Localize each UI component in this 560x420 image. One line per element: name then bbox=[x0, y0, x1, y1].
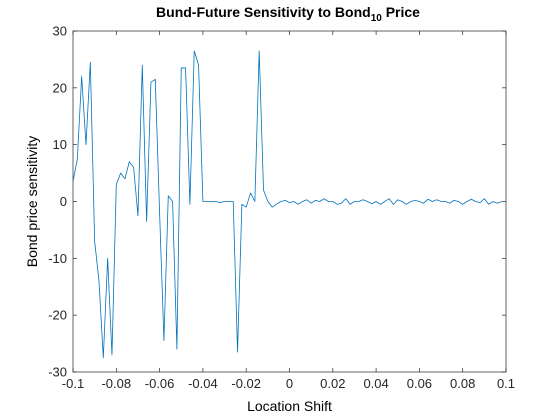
x-tick-label: -0.02 bbox=[231, 376, 261, 391]
x-tick-label: 0.02 bbox=[320, 376, 345, 391]
chart-title-text: Bund-Future Sensitivity to Bond bbox=[156, 4, 371, 20]
y-tick-label: 0 bbox=[60, 194, 67, 209]
chart-title-suffix: Price bbox=[382, 4, 420, 20]
axis-tick-labels: -0.1 -0.08 -0.06 -0.04 -0.02 0 0.02 0.04 0.06 0.0… bbox=[48, 24, 515, 392]
x-tick-label: 0.06 bbox=[407, 376, 432, 391]
y-tick-label: -10 bbox=[48, 251, 67, 266]
x-tick-label: 0.04 bbox=[363, 376, 388, 391]
x-tick-label: -0.04 bbox=[188, 376, 218, 391]
x-axis-label: Location Shift bbox=[247, 398, 332, 414]
y-tick-label: 20 bbox=[53, 80, 67, 95]
y-tick-label: -30 bbox=[48, 365, 67, 380]
x-tick-label: -0.06 bbox=[145, 376, 175, 391]
x-tick-label: 0.08 bbox=[450, 376, 475, 391]
y-tick-label: 10 bbox=[53, 137, 67, 152]
x-tick-label: -0.1 bbox=[62, 376, 84, 391]
x-tick-label: 0.1 bbox=[497, 376, 515, 391]
chart-title: Bund-Future Sensitivity to Bond10 Price bbox=[156, 4, 420, 24]
y-tick-label: 30 bbox=[53, 24, 67, 39]
y-tick-label: -20 bbox=[48, 308, 67, 323]
series-line bbox=[72, 50, 502, 359]
chart-title-subscript: 10 bbox=[371, 13, 383, 24]
x-tick-label: 0 bbox=[286, 376, 293, 391]
axis-ticks bbox=[72, 30, 507, 373]
x-tick-label: -0.08 bbox=[101, 376, 131, 391]
plot-area bbox=[72, 30, 507, 373]
y-axis-label: Bond price sensitivity bbox=[24, 136, 40, 268]
